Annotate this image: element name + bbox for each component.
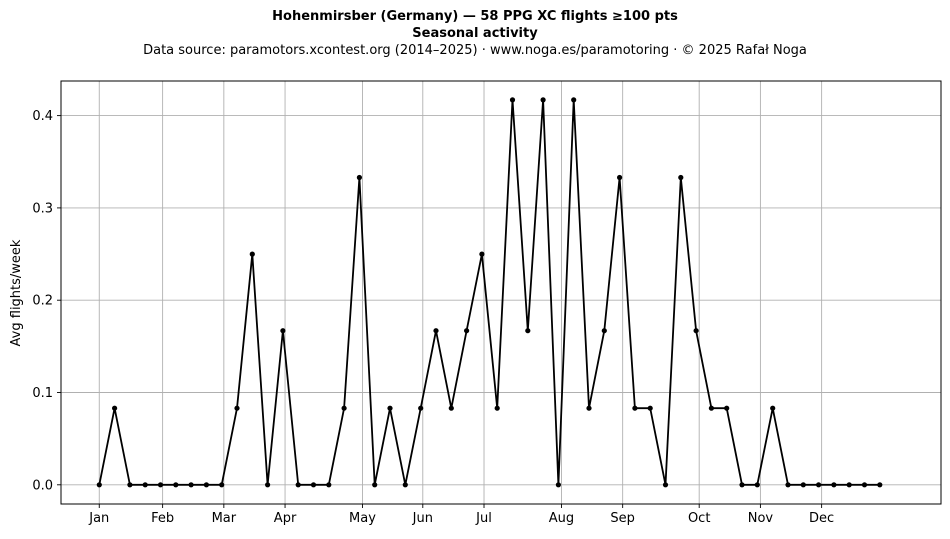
data-point xyxy=(724,405,730,411)
data-point xyxy=(754,482,760,488)
x-tick-label: Mar xyxy=(212,511,237,526)
data-point xyxy=(555,482,562,488)
data-point xyxy=(571,97,577,103)
data-point xyxy=(831,482,837,488)
data-point xyxy=(448,405,454,411)
data-point xyxy=(341,405,347,411)
y-tick-label: 0.0 xyxy=(32,478,53,493)
data-point xyxy=(173,482,179,488)
data-point xyxy=(509,97,516,103)
x-tick-label: Jan xyxy=(88,511,109,526)
y-axis-label: Avg flights/week xyxy=(9,239,24,346)
data-point xyxy=(708,405,715,411)
data-point xyxy=(142,482,148,488)
y-tick-label: 0.3 xyxy=(32,201,53,216)
data-point xyxy=(310,482,317,488)
data-point xyxy=(678,174,684,181)
data-point xyxy=(326,482,332,488)
data-point xyxy=(295,482,301,488)
data-point xyxy=(693,328,699,334)
data-point xyxy=(647,405,653,411)
x-tick-label: Oct xyxy=(688,511,710,526)
x-tick-label: Jul xyxy=(475,511,492,526)
data-point xyxy=(203,482,209,488)
x-tick-label: Nov xyxy=(748,511,774,526)
data-point xyxy=(464,328,470,334)
data-point xyxy=(785,482,791,488)
data-point xyxy=(372,482,378,488)
data-point xyxy=(479,251,485,257)
chart-source: Data source: paramotors.xcontest.org (20… xyxy=(143,43,807,58)
data-point xyxy=(356,174,362,181)
x-tick-label: Jun xyxy=(412,511,433,526)
data-point xyxy=(96,482,102,488)
data-point xyxy=(540,97,546,103)
data-points xyxy=(96,97,883,488)
data-point xyxy=(494,405,500,411)
data-point xyxy=(525,328,531,334)
data-point xyxy=(157,482,164,488)
data-point xyxy=(816,482,822,488)
data-point xyxy=(617,174,623,181)
data-point xyxy=(188,482,194,488)
x-tick-label: Feb xyxy=(151,511,174,526)
data-point xyxy=(632,405,638,411)
x-tick-label: Sep xyxy=(610,511,635,526)
data-point xyxy=(846,482,852,488)
grid-lines xyxy=(61,81,941,504)
data-point xyxy=(418,405,424,411)
x-tick-label: May xyxy=(349,511,376,526)
series-line xyxy=(98,99,880,486)
data-point xyxy=(219,482,225,488)
x-tick-label: Apr xyxy=(274,511,297,526)
y-tick-label: 0.4 xyxy=(32,109,53,124)
data-point xyxy=(387,405,393,411)
x-tick-label: Dec xyxy=(809,511,834,526)
data-point xyxy=(127,482,133,488)
y-tick-label: 0.1 xyxy=(32,386,53,401)
data-point xyxy=(112,405,118,411)
y-tick-label: 0.2 xyxy=(32,294,53,309)
data-point xyxy=(861,482,868,488)
data-point xyxy=(433,328,439,334)
chart-subtitle: Seasonal activity xyxy=(412,26,538,41)
y-axis: 0.0 0.1 0.2 0.3 0.4 xyxy=(32,109,61,493)
data-point xyxy=(877,482,883,488)
data-point xyxy=(249,251,255,257)
data-point xyxy=(770,405,776,411)
chart-titles: Hohenmirsber (Germany) — 58 PPG XC fligh… xyxy=(0,8,950,59)
chart-title: Hohenmirsber (Germany) — 58 PPG XC fligh… xyxy=(272,9,678,24)
data-point xyxy=(662,482,669,488)
data-point xyxy=(586,405,592,411)
x-tick-label: Aug xyxy=(549,511,574,526)
data-point xyxy=(800,482,806,488)
data-point xyxy=(601,328,607,334)
data-point xyxy=(739,482,745,488)
x-axis: Jan Feb Mar Apr May Jun Jul Aug Sep Oct Nov Dec xyxy=(88,504,834,526)
data-point xyxy=(280,328,286,334)
data-point xyxy=(234,405,240,411)
data-point xyxy=(265,482,271,488)
data-point xyxy=(402,482,408,488)
plot-frame xyxy=(60,80,942,505)
